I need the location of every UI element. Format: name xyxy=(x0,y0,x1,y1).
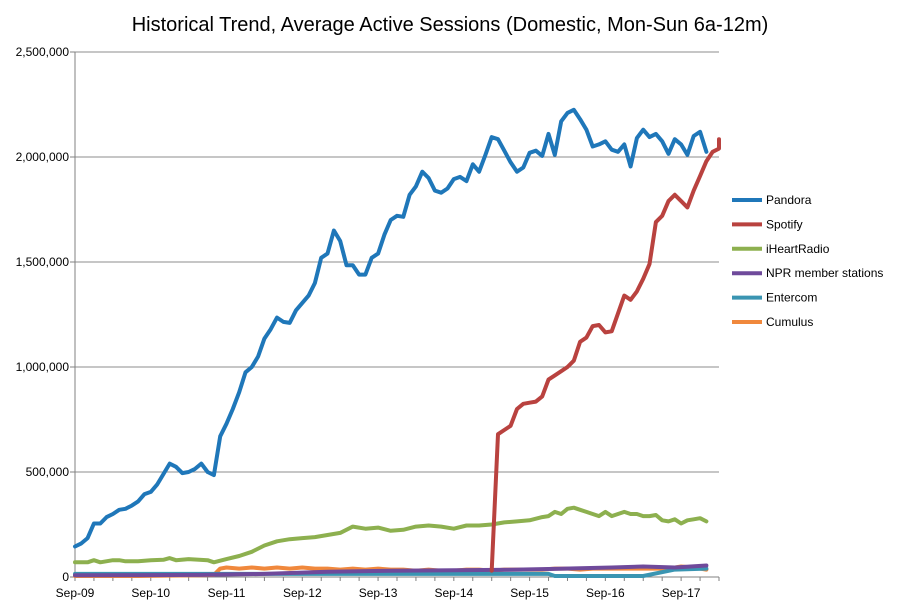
series-line-npr-member-stations xyxy=(73,563,709,578)
x-tick-label: Sep-14 xyxy=(434,586,473,600)
y-tick-label: 2,000,000 xyxy=(16,150,70,164)
series-lines xyxy=(73,107,721,578)
legend: Pandora Spotify iHeartRadio NPR member stat… xyxy=(732,193,883,329)
x-tick-label: Sep-15 xyxy=(510,586,549,600)
x-tick-label: Sep-10 xyxy=(131,586,170,600)
y-tick-label: 1,500,000 xyxy=(16,255,70,269)
legend-label: Entercom xyxy=(766,291,817,305)
chart-title: Historical Trend, Average Active Session… xyxy=(132,14,769,36)
x-tick-label: Sep-09 xyxy=(56,586,95,600)
x-tick-label: Sep-12 xyxy=(283,586,322,600)
x-tick-label: Sep-13 xyxy=(359,586,398,600)
series-line-iheartradio xyxy=(73,505,709,565)
y-tick-label: 0 xyxy=(62,570,69,584)
x-tick-label: Sep-17 xyxy=(662,586,701,600)
y-axis-ticks: 0 500,000 1,000,000 1,500,000 2,000,000 2,500… xyxy=(16,45,75,584)
legend-label: Pandora xyxy=(766,193,812,207)
y-tick-label: 500,000 xyxy=(26,465,70,479)
legend-label: NPR member stations xyxy=(766,266,883,280)
y-tick-label: 1,000,000 xyxy=(16,360,70,374)
x-axis-ticks: Sep-09 Sep-10 Sep-11 Sep-12 Sep-13 Sep-14 Sep-… xyxy=(56,577,720,600)
x-tick-label: Sep-16 xyxy=(586,586,625,600)
legend-label: Cumulus xyxy=(766,315,813,329)
legend-label: iHeartRadio xyxy=(766,242,830,256)
series-line-spotify xyxy=(489,137,721,573)
x-tick-label: Sep-11 xyxy=(208,586,246,600)
y-tick-label: 2,500,000 xyxy=(16,45,70,59)
series-line-pandora xyxy=(73,107,709,549)
gridlines xyxy=(75,51,719,473)
legend-label: Spotify xyxy=(766,217,803,231)
